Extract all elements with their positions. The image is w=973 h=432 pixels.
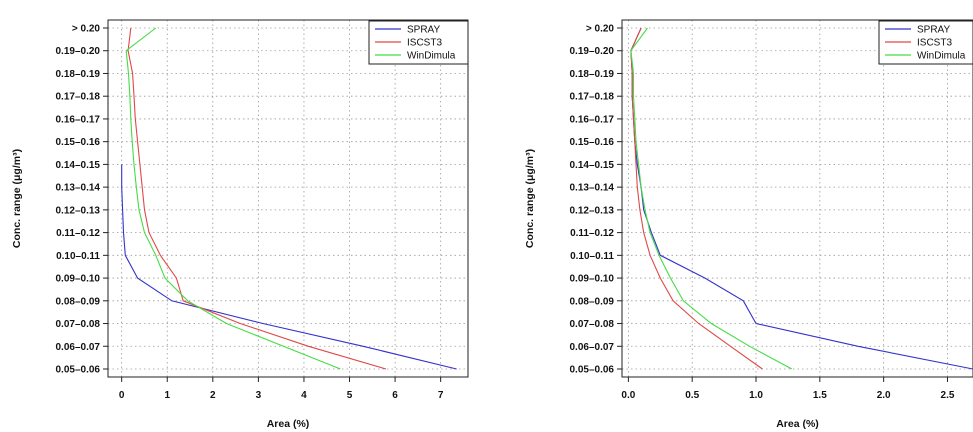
x-tick-label: 0 — [119, 390, 125, 401]
y-tick-label: 0.14–0.15 — [56, 160, 101, 171]
x-tick-label: 7 — [438, 390, 444, 401]
legend-label: ISCST3 — [917, 38, 952, 49]
y-tick-label: 0.12–0.13 — [570, 205, 615, 216]
x-tick-label: 1.5 — [813, 390, 827, 401]
y-tick-label: > 0.20 — [586, 24, 615, 35]
x-axis-title: Area (%) — [776, 418, 819, 430]
x-axis-title: Area (%) — [267, 418, 310, 430]
left-panel: 0.05–0.06 0.06–0.07 0.07–0.08 0.08–0.09 0.09… — [11, 19, 469, 430]
legend-label: SPRAY — [407, 25, 440, 36]
series-line-windimula — [125, 27, 341, 370]
y-tick-label: 0.06–0.07 — [56, 342, 101, 353]
y-tick-label: 0.10–0.11 — [56, 251, 100, 262]
y-tick-label: 0.13–0.14 — [56, 183, 101, 194]
x-tick-label: 5 — [347, 390, 353, 401]
y-tick-label: 0.08–0.09 — [570, 296, 615, 307]
right-panel: 0.05–0.06 0.06–0.07 0.07–0.08 0.08–0.09 0.09… — [524, 19, 973, 430]
y-tick-label: 0.16–0.17 — [56, 114, 101, 125]
y-tick-label: 0.09–0.10 — [56, 274, 101, 285]
legend-label: ISCST3 — [407, 38, 442, 49]
y-tick-label: 0.11–0.12 — [570, 228, 614, 239]
y-tick-label: 0.10–0.11 — [570, 251, 614, 262]
y-tick-label: 0.13–0.14 — [570, 183, 615, 194]
series-line-windimula — [630, 27, 793, 370]
y-tick-label: 0.12–0.13 — [56, 205, 101, 216]
y-tick-label: 0.18–0.19 — [570, 69, 615, 80]
y-tick-label: > 0.20 — [72, 24, 101, 35]
y-tick-label: 0.15–0.16 — [570, 137, 615, 148]
y-tick-label: 0.07–0.08 — [570, 319, 615, 330]
y-tick-label: 0.16–0.17 — [570, 114, 615, 125]
x-tick-label: 1 — [164, 390, 170, 401]
legend-label: SPRAY — [917, 25, 950, 36]
y-axis-title: Conc. range (μg/m³) — [11, 149, 23, 248]
y-tick-label: 0.09–0.10 — [570, 274, 615, 285]
y-tick-label: 0.15–0.16 — [56, 137, 101, 148]
y-tick-label: 0.14–0.15 — [570, 160, 615, 171]
x-tick-label: 4 — [301, 390, 307, 401]
series-line-spray — [121, 164, 457, 370]
legend-label: WinDimula — [407, 51, 456, 62]
x-tick-label: 0.0 — [621, 390, 635, 401]
y-tick-label: 0.18–0.19 — [56, 69, 101, 80]
y-tick-label: 0.05–0.06 — [56, 365, 101, 376]
y-tick-label: 0.17–0.18 — [570, 92, 615, 103]
series-line-iscst3 — [630, 27, 763, 370]
x-tick-label: 2.5 — [941, 390, 955, 401]
x-tick-label: 2 — [210, 390, 216, 401]
series-line-iscst3 — [127, 27, 387, 370]
plot-frame — [621, 19, 973, 378]
y-tick-label: 0.07–0.08 — [56, 319, 101, 330]
x-tick-label: 6 — [392, 390, 398, 401]
x-tick-label: 3 — [256, 390, 262, 401]
y-tick-label: 0.08–0.09 — [56, 296, 101, 307]
y-axis-title: Conc. range (μg/m³) — [524, 149, 536, 248]
y-tick-label: 0.06–0.07 — [570, 342, 615, 353]
series-line-spray — [630, 27, 973, 370]
y-tick-label: 0.17–0.18 — [56, 92, 101, 103]
plot-frame — [107, 19, 469, 378]
x-tick-label: 1.0 — [749, 390, 763, 401]
legend-label: WinDimula — [917, 51, 966, 62]
x-tick-label: 0.5 — [685, 390, 699, 401]
y-tick-label: 0.19–0.20 — [56, 46, 101, 57]
y-tick-label: 0.05–0.06 — [570, 365, 615, 376]
y-tick-label: 0.19–0.20 — [570, 46, 615, 57]
y-tick-label: 0.11–0.12 — [56, 228, 100, 239]
x-tick-label: 2.0 — [877, 390, 891, 401]
